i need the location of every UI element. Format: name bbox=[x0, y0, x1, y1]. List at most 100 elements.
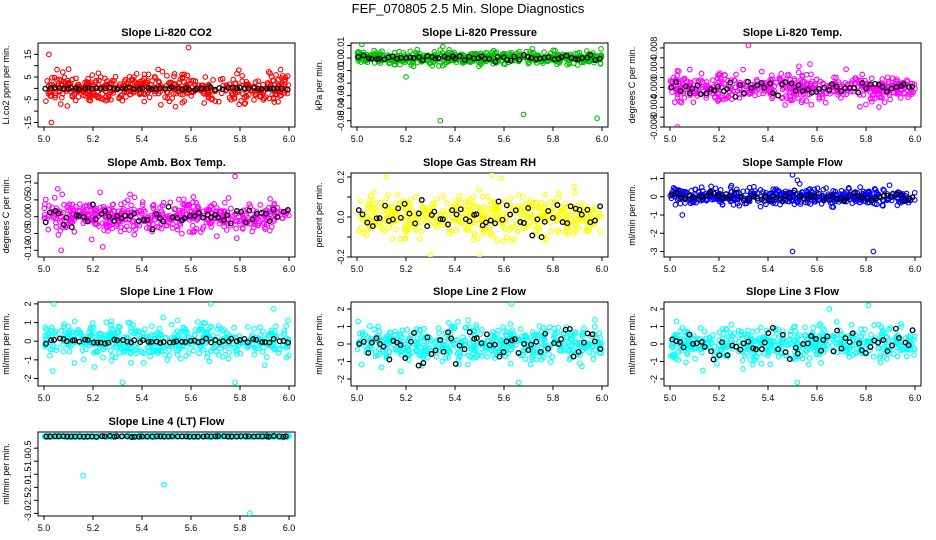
data-point bbox=[808, 101, 815, 108]
panel-ambbox: Slope Amb. Box Temp.degrees C per min.5.… bbox=[1, 157, 296, 274]
data-point bbox=[782, 352, 789, 359]
data-point bbox=[274, 88, 281, 95]
data-point-black bbox=[496, 353, 503, 360]
data-point bbox=[597, 335, 604, 341]
y-tick-label: 0.00 bbox=[23, 208, 33, 226]
data-point-black bbox=[376, 215, 383, 222]
data-point-black bbox=[828, 81, 835, 88]
data-point bbox=[70, 205, 77, 212]
data-point bbox=[270, 213, 277, 220]
data-point bbox=[79, 347, 86, 354]
panel-title: Slope Line 1 Flow bbox=[120, 286, 213, 298]
data-point bbox=[763, 189, 769, 196]
data-point bbox=[463, 226, 469, 232]
data-point bbox=[88, 236, 95, 243]
data-point bbox=[876, 104, 882, 110]
data-point bbox=[522, 200, 529, 207]
data-point bbox=[715, 91, 721, 97]
data-point bbox=[498, 209, 505, 215]
data-point bbox=[574, 217, 580, 223]
data-point-black bbox=[456, 53, 463, 59]
data-point bbox=[830, 204, 837, 210]
data-point bbox=[142, 208, 148, 215]
data-point bbox=[424, 348, 431, 354]
data-point-black bbox=[499, 216, 506, 223]
data-point bbox=[100, 96, 106, 103]
data-point bbox=[184, 329, 190, 335]
data-point bbox=[145, 71, 152, 78]
data-point-black bbox=[75, 86, 82, 93]
data-point-black bbox=[538, 234, 545, 241]
data-point bbox=[896, 347, 903, 353]
data-point-black bbox=[512, 207, 519, 214]
data-point bbox=[821, 327, 828, 333]
data-point bbox=[180, 196, 187, 203]
data-point-black bbox=[170, 339, 177, 346]
data-point-black bbox=[850, 190, 857, 197]
data-point bbox=[860, 91, 867, 98]
data-point bbox=[217, 345, 223, 352]
data-point bbox=[500, 324, 507, 331]
data-point bbox=[538, 340, 545, 347]
data-point bbox=[66, 201, 73, 207]
data-point bbox=[788, 89, 794, 96]
data-point-black bbox=[758, 196, 765, 203]
data-point bbox=[814, 194, 821, 200]
data-point bbox=[103, 319, 110, 326]
data-point-black bbox=[740, 197, 747, 204]
data-point bbox=[475, 186, 482, 193]
data-point bbox=[574, 223, 581, 230]
data-point bbox=[574, 62, 581, 68]
data-point bbox=[97, 204, 104, 211]
data-point bbox=[672, 76, 679, 83]
data-point bbox=[807, 61, 813, 67]
data-point bbox=[224, 220, 231, 227]
data-point bbox=[754, 328, 761, 334]
data-point bbox=[59, 69, 66, 75]
data-point bbox=[805, 361, 812, 368]
data-point bbox=[189, 229, 196, 236]
data-point bbox=[542, 191, 549, 198]
series-points bbox=[354, 43, 605, 124]
data-point bbox=[275, 349, 282, 356]
y-tick-label: -2 bbox=[23, 375, 33, 383]
data-point bbox=[275, 98, 281, 105]
data-point bbox=[861, 326, 868, 333]
data-point bbox=[112, 354, 119, 361]
data-point bbox=[799, 97, 806, 104]
data-point bbox=[495, 205, 502, 212]
data-point bbox=[845, 185, 852, 191]
data-point-black bbox=[863, 85, 869, 92]
data-point-black bbox=[487, 217, 494, 224]
data-point bbox=[458, 220, 465, 227]
data-point bbox=[81, 211, 88, 217]
data-point bbox=[740, 343, 747, 350]
data-point bbox=[902, 346, 908, 353]
data-point bbox=[547, 228, 554, 235]
data-point bbox=[708, 183, 714, 190]
data-point-black bbox=[415, 362, 422, 369]
data-point bbox=[200, 319, 207, 326]
data-point-black bbox=[418, 197, 425, 203]
data-point bbox=[886, 326, 892, 333]
data-point bbox=[687, 200, 694, 207]
data-point bbox=[796, 63, 802, 70]
data-point bbox=[692, 78, 698, 84]
data-point-black bbox=[199, 338, 206, 345]
data-point bbox=[508, 302, 515, 307]
data-point bbox=[86, 93, 93, 100]
data-point bbox=[385, 208, 391, 214]
data-point bbox=[782, 93, 789, 99]
data-point bbox=[741, 352, 748, 359]
data-point bbox=[204, 350, 211, 357]
data-point bbox=[473, 344, 479, 351]
data-point-black bbox=[591, 338, 598, 345]
data-point bbox=[767, 361, 774, 368]
data-point bbox=[225, 355, 232, 362]
data-point bbox=[431, 49, 438, 55]
data-point bbox=[671, 186, 678, 192]
data-point bbox=[361, 211, 368, 218]
data-point bbox=[220, 82, 227, 89]
y-tick-label: 0.008 bbox=[649, 37, 659, 60]
data-point-black bbox=[111, 85, 117, 92]
